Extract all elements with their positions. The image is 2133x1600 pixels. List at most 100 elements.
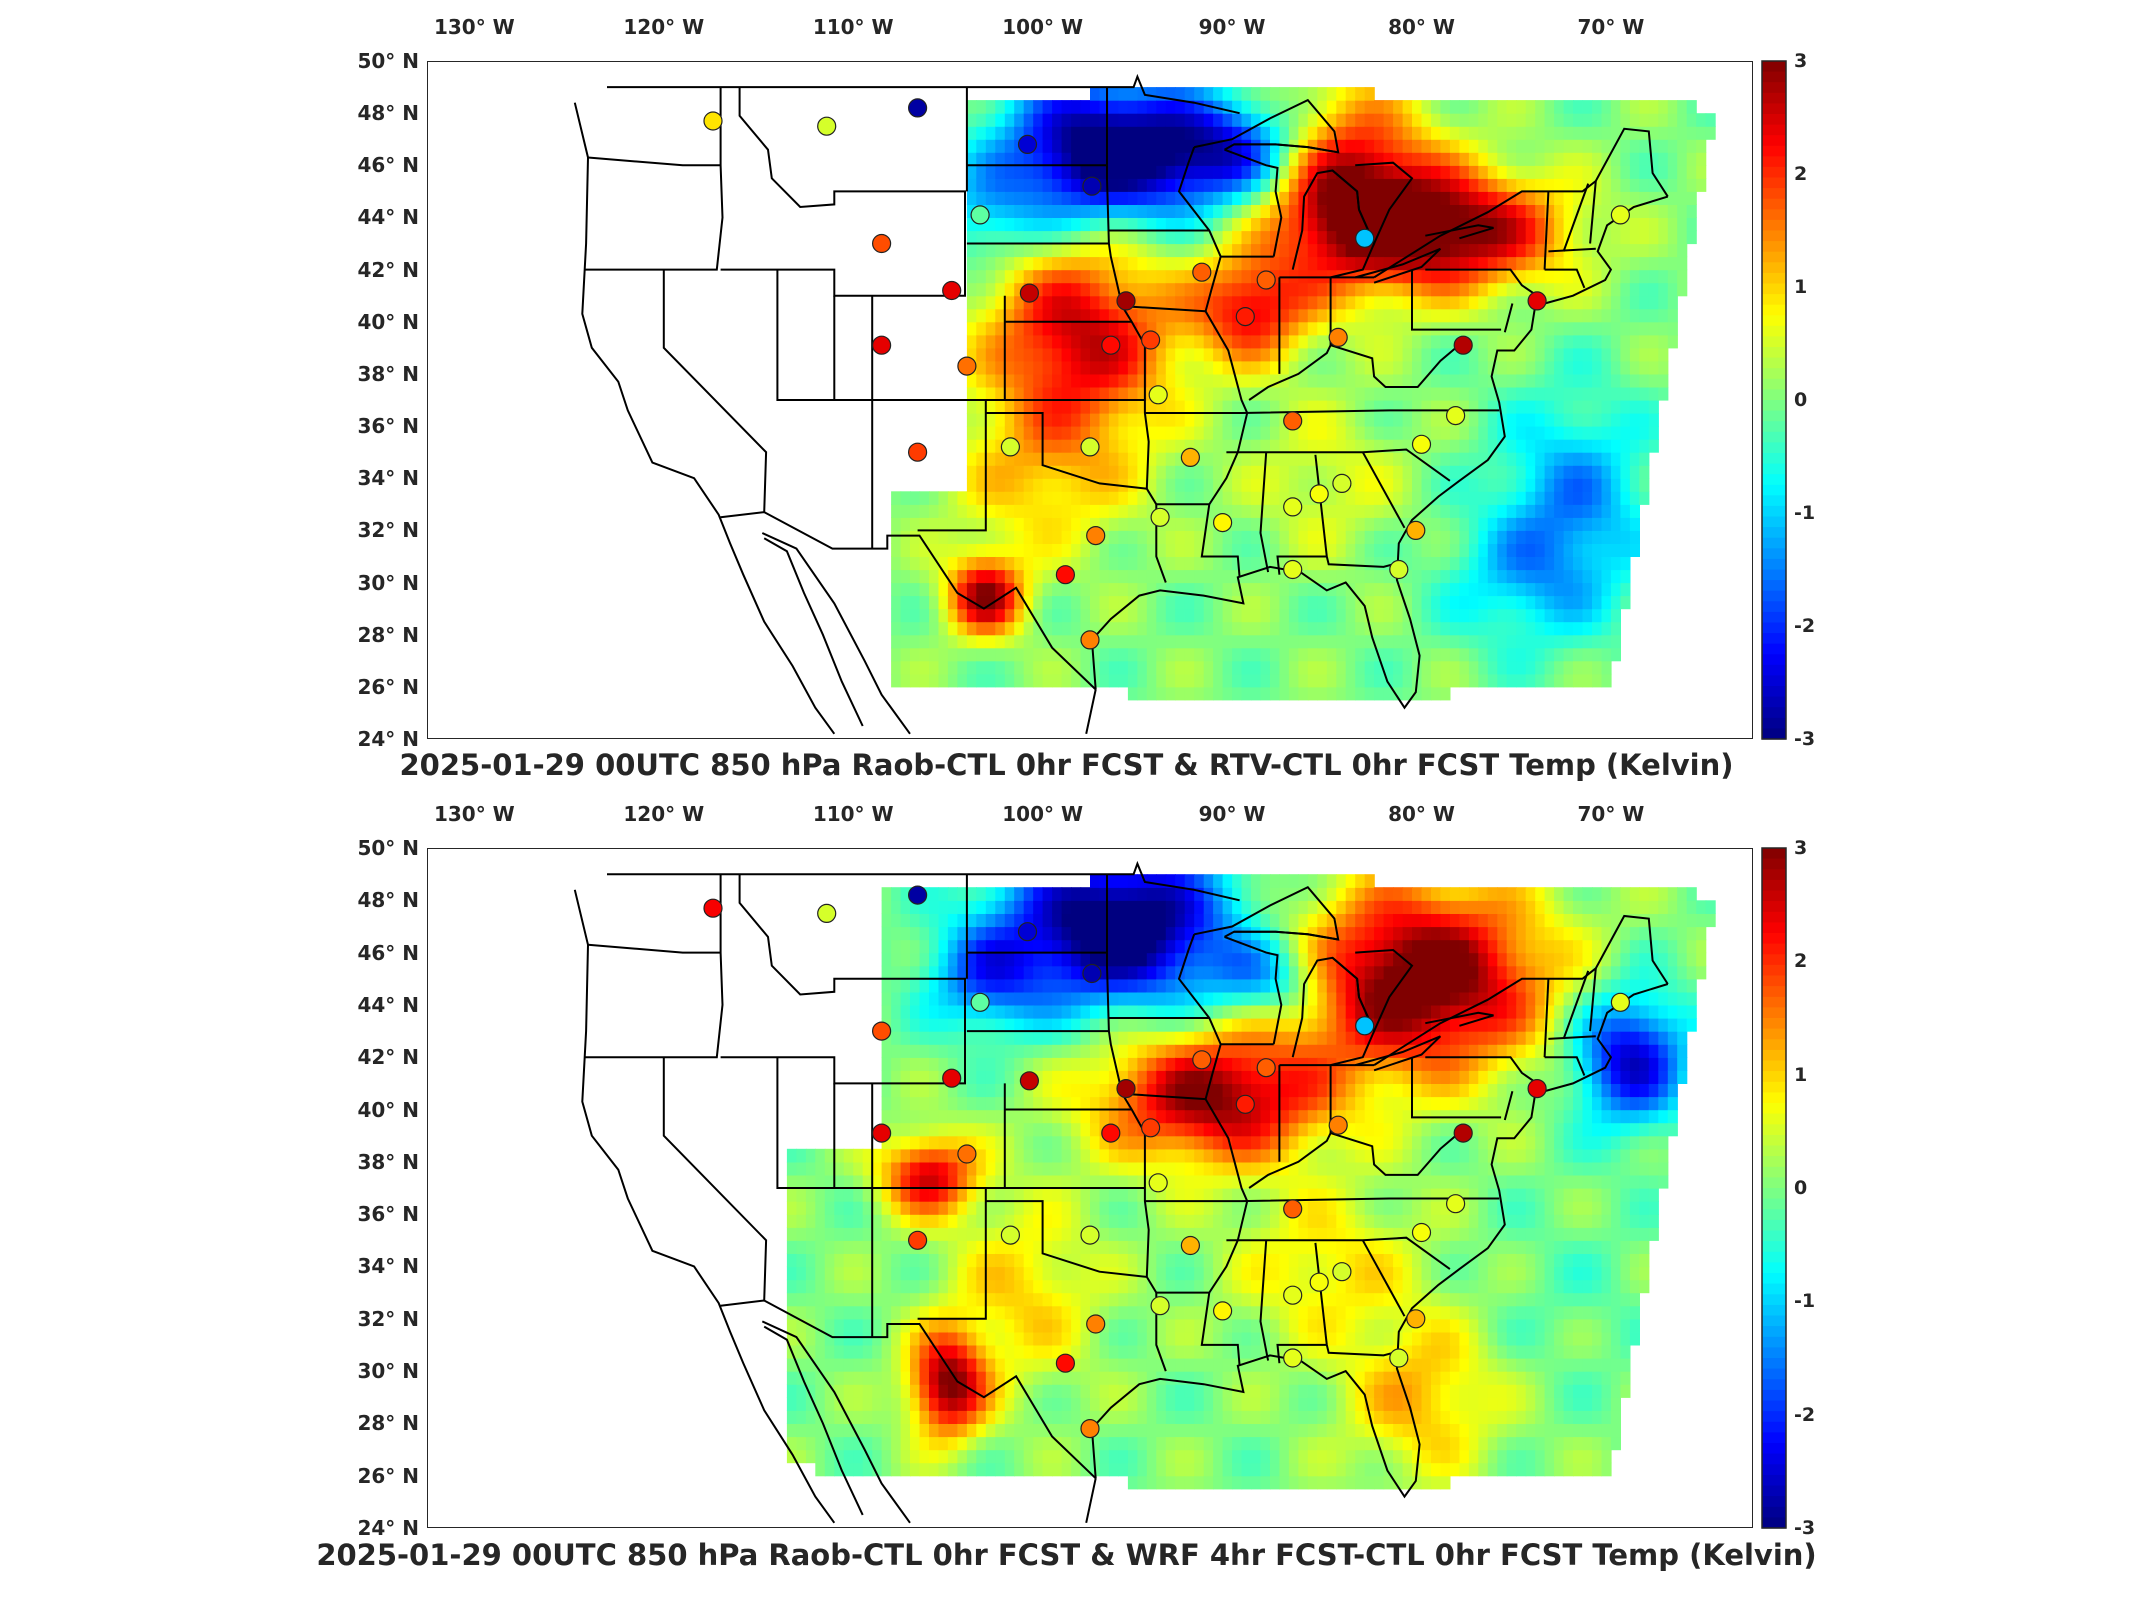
state-boundary <box>720 874 966 1085</box>
latitude-tick-label: 42° N <box>357 1045 419 1070</box>
latitude-tick-label: 44° N <box>357 992 419 1017</box>
raob-station-marker <box>907 1230 928 1250</box>
latitude-tick-label: 34° N <box>357 1254 419 1279</box>
state-boundary <box>776 1057 874 1189</box>
raob-station-marker <box>1082 963 1102 984</box>
longitude-tick-label: 120° W <box>623 802 705 826</box>
raob-station-marker <box>957 356 977 376</box>
longitude-tick-label: 110° W <box>812 15 894 39</box>
west-coastline <box>573 889 836 1524</box>
raob-station-marker <box>1610 992 1631 1012</box>
latitude-tick-label: 38° N <box>357 361 419 386</box>
latitude-tick-label: 26° N <box>357 1463 419 1488</box>
latitude-tick-label: 48° N <box>357 888 419 913</box>
state-boundary <box>584 87 724 271</box>
raob-station-marker <box>1080 437 1100 457</box>
latitude-tick-label: 42° N <box>357 257 419 282</box>
state-boundary <box>1122 305 1206 313</box>
longitude-tick-label: 130° W <box>433 15 515 39</box>
latitude-tick-label: 40° N <box>357 1097 419 1122</box>
state-boundary <box>607 73 1240 115</box>
raob-station-marker <box>1411 434 1432 454</box>
raob-station-marker <box>1283 1348 1303 1368</box>
raob-station-marker <box>1235 307 1255 327</box>
colorbar-tick-label: 1 <box>1794 276 1808 298</box>
state-boundary <box>1411 1057 1502 1119</box>
state-boundary <box>607 860 1240 902</box>
state-boundary <box>587 943 721 954</box>
raob-station-marker <box>1328 327 1348 347</box>
raob-station-marker <box>907 442 928 462</box>
state-boundary <box>1361 451 1406 529</box>
raob-stations <box>703 885 1631 1439</box>
state-boundary <box>1248 1127 1466 1189</box>
state-boundary <box>1373 127 1669 279</box>
colorbar-tick-label: 3 <box>1794 50 1808 72</box>
raob-station-marker <box>1332 1262 1352 1282</box>
raob-station-marker <box>1309 484 1329 504</box>
state-boundary <box>1224 935 1283 1045</box>
raob-station-marker <box>942 1068 962 1088</box>
raob-station-marker <box>1235 1094 1255 1114</box>
state-boundary <box>1562 970 1590 1040</box>
baja-coastline <box>763 1325 864 1516</box>
state-boundary <box>1361 1239 1406 1317</box>
west-coastline <box>573 102 836 735</box>
great-lake-outline <box>1193 98 1340 154</box>
latitude-tick-label: 32° N <box>357 1306 419 1331</box>
latitude-tick-label: 36° N <box>357 414 419 439</box>
raob-station-marker <box>1283 411 1303 431</box>
state-boundary <box>1177 933 1249 1366</box>
raob-station-marker <box>1256 270 1276 290</box>
latitude-tick-label: 26° N <box>357 674 419 699</box>
great-lake-outline <box>1425 224 1494 240</box>
colorbar-tick-label: -1 <box>1794 502 1816 524</box>
raob-station-marker <box>1453 1123 1473 1143</box>
longitude-tick-label: 80° W <box>1388 802 1455 826</box>
raob-station-marker <box>1332 473 1352 493</box>
state-boundary <box>1314 454 1328 557</box>
state-boundary <box>1544 268 1586 289</box>
raob-station-marker <box>871 1123 892 1143</box>
baja-coastline <box>763 537 864 727</box>
state-boundary <box>1259 452 1270 573</box>
map-title: 2025-01-29 00UTC 850 hPa Raob-CTL 0hr FC… <box>316 1538 1817 1572</box>
colorbar <box>1761 847 1787 1529</box>
raob-station-marker <box>1355 228 1375 248</box>
state-boundary <box>720 1299 1097 1480</box>
state-boundary <box>1177 146 1249 578</box>
raob-station-marker <box>1148 385 1168 405</box>
colorbar-tick-label: 0 <box>1794 1177 1808 1199</box>
raob-station-marker <box>1101 1123 1121 1143</box>
raob-station-marker <box>703 111 723 131</box>
raob-station-marker <box>1406 1309 1426 1329</box>
latitude-tick-label: 50° N <box>357 836 419 860</box>
raob-station-marker <box>1180 447 1201 467</box>
raob-station-marker <box>1453 335 1473 355</box>
state-boundary <box>1106 87 1150 489</box>
latitude-tick-label: 28° N <box>357 1411 419 1436</box>
east-gulf-coastline <box>1090 983 1669 1499</box>
raob-station-marker <box>1140 1118 1161 1138</box>
raob-station-marker <box>1000 437 1021 457</box>
colorbar-tick-label: 1 <box>1794 1063 1808 1086</box>
longitude-tick-label: 90° W <box>1198 15 1266 39</box>
raob-station-marker <box>1283 497 1303 517</box>
raob-station-marker <box>1256 1058 1276 1078</box>
map-title: 2025-01-29 00UTC 850 hPa Raob-CTL 0hr FC… <box>399 748 1734 782</box>
colorbar <box>1761 60 1787 740</box>
state-boundary <box>1425 268 1538 297</box>
raob-station-marker <box>703 898 723 918</box>
raob-station-marker <box>871 233 892 254</box>
raob-station-marker <box>1150 1296 1170 1316</box>
raob-station-marker <box>1283 559 1303 580</box>
state-boundary <box>1425 1056 1538 1085</box>
map-canvas <box>573 60 1787 740</box>
latitude-tick-label: 50° N <box>357 49 419 73</box>
raob-station-marker <box>1328 1115 1348 1135</box>
raob-station-marker <box>1086 525 1106 546</box>
state-boundary <box>917 400 987 532</box>
latitude-tick-label: 28° N <box>357 622 419 647</box>
colorbar-tick-label: -2 <box>1794 1403 1816 1426</box>
raob-station-marker <box>1406 520 1426 541</box>
